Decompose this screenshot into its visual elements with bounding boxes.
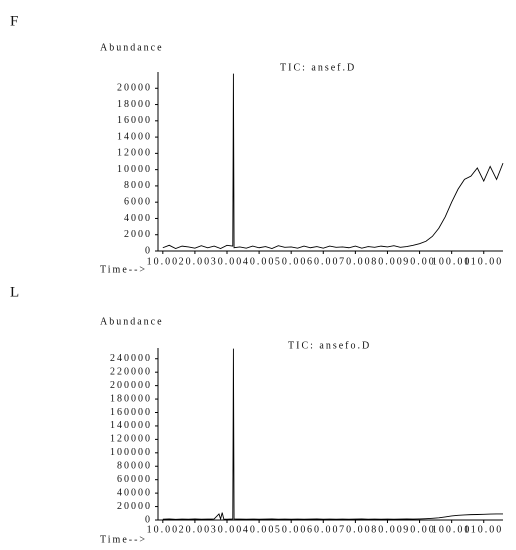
x-tick-label: 60.00: [307, 524, 340, 535]
data-line: [162, 348, 503, 521]
y-tick-label: 120000: [110, 434, 152, 445]
y-tick-label: 160000: [110, 407, 152, 418]
y-axis-label: Abundance: [100, 42, 164, 53]
x-tick-label: 30.00: [211, 524, 244, 535]
y-tick-label: 100000: [110, 447, 152, 458]
x-tick-label: 20.00: [179, 524, 212, 535]
x-tick-label: 110.00: [464, 256, 503, 267]
y-tick-label: 2000: [124, 229, 152, 240]
panel-label: F: [10, 13, 18, 29]
x-tick-label: 60.00: [307, 256, 340, 267]
x-tick-label: 20.00: [179, 256, 212, 267]
y-tick-label: 18000: [117, 99, 152, 110]
y-tick-label: 40000: [117, 487, 152, 498]
x-tick-label: 70.00: [339, 524, 372, 535]
x-tick-label: 50.00: [275, 524, 308, 535]
y-tick-label: 140000: [110, 420, 152, 431]
chart-title: TIC: ansefo.D: [288, 340, 371, 351]
data-line: [162, 73, 504, 250]
x-tick-label: 40.00: [243, 256, 276, 267]
x-tick-label: 50.00: [275, 256, 308, 267]
y-tick-label: 12000: [117, 148, 152, 159]
x-axis-label: Time-->: [100, 534, 147, 545]
x-tick-label: 30.00: [211, 256, 244, 267]
y-tick-label: 60000: [117, 474, 152, 485]
panel-label: L: [10, 284, 19, 300]
x-tick-label: 100.00: [432, 524, 472, 535]
y-tick-label: 80000: [117, 461, 152, 472]
x-tick-label: 10.00: [147, 524, 180, 535]
x-tick-label: 90.00: [403, 256, 436, 267]
x-tick-label: 40.00: [243, 524, 276, 535]
x-tick-label: 70.00: [339, 256, 372, 267]
y-tick-label: 16000: [117, 115, 152, 126]
y-axis-label: Abundance: [100, 316, 164, 327]
x-tick-label: 90.00: [403, 524, 436, 535]
x-tick-label: 10.00: [147, 256, 180, 267]
y-tick-label: 0: [145, 245, 152, 256]
x-tick-label: 80.00: [371, 524, 404, 535]
y-tick-label: 180000: [110, 393, 152, 404]
x-tick-label: 80.00: [371, 256, 404, 267]
x-tick-label: 110.00: [464, 524, 503, 535]
y-tick-label: 240000: [110, 353, 152, 364]
y-tick-label: 0: [145, 514, 152, 525]
y-tick-label: 20000: [117, 83, 152, 94]
x-axis-label: Time-->: [100, 264, 147, 275]
y-tick-label: 10000: [117, 164, 152, 175]
chart-title: TIC: ansef.D: [280, 62, 356, 73]
y-tick-label: 20000: [117, 501, 152, 512]
y-tick-label: 8000: [124, 180, 152, 191]
y-tick-label: 220000: [110, 366, 152, 377]
y-tick-label: 200000: [110, 380, 152, 391]
x-tick-label: 100.00: [432, 256, 472, 267]
y-tick-label: 6000: [124, 196, 152, 207]
y-tick-label: 4000: [124, 213, 152, 224]
y-tick-label: 14000: [117, 131, 152, 142]
